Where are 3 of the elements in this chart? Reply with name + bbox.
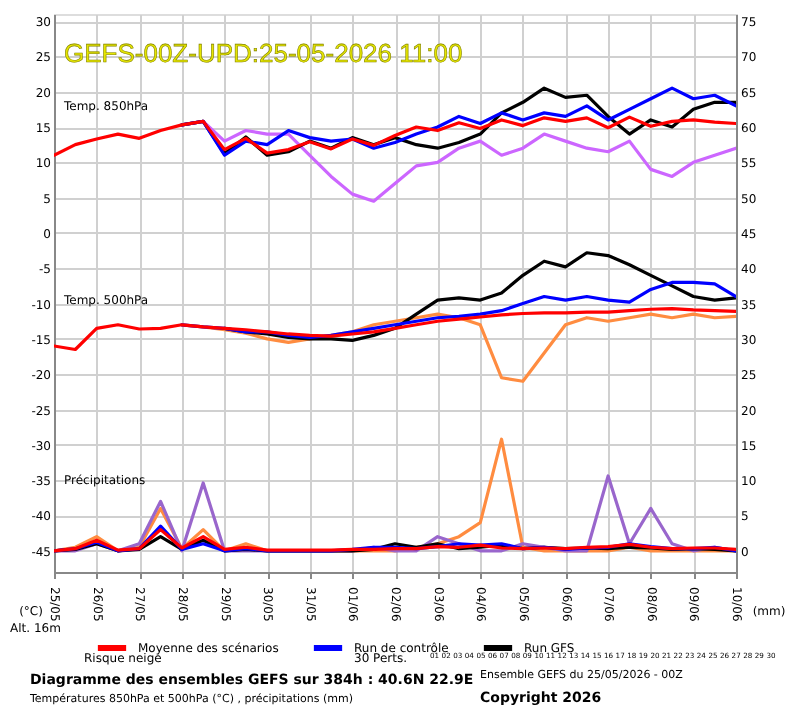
text: GEFS-00Z-UPD:25-05-2026 11:00	[64, 38, 463, 68]
line-series	[54, 306, 736, 352]
line-series	[54, 115, 736, 157]
